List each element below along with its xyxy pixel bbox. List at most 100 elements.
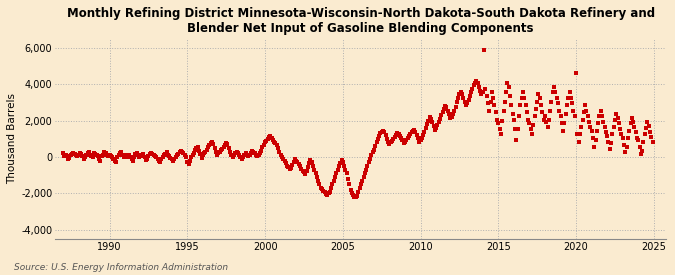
Point bbox=[373, 137, 383, 141]
Point bbox=[586, 128, 597, 133]
Point bbox=[635, 152, 646, 156]
Point bbox=[310, 171, 321, 175]
Point bbox=[101, 151, 111, 156]
Point bbox=[431, 126, 441, 130]
Point bbox=[638, 139, 649, 144]
Point bbox=[304, 161, 315, 166]
Point bbox=[551, 96, 562, 100]
Point bbox=[488, 96, 499, 100]
Point bbox=[366, 153, 377, 157]
Point bbox=[184, 158, 195, 163]
Point bbox=[265, 134, 275, 138]
Y-axis label: Thousand Barrels: Thousand Barrels bbox=[7, 93, 17, 184]
Point bbox=[405, 132, 416, 136]
Point bbox=[291, 158, 302, 163]
Point bbox=[129, 155, 140, 159]
Point bbox=[73, 153, 84, 157]
Point bbox=[306, 160, 317, 165]
Point bbox=[637, 148, 647, 153]
Point bbox=[77, 154, 88, 158]
Point bbox=[510, 127, 520, 131]
Point bbox=[363, 160, 374, 165]
Point bbox=[580, 103, 591, 108]
Point bbox=[181, 155, 192, 159]
Point bbox=[442, 108, 453, 113]
Point bbox=[152, 157, 163, 161]
Point bbox=[362, 164, 373, 168]
Point bbox=[618, 136, 628, 140]
Point bbox=[327, 182, 338, 186]
Point bbox=[263, 135, 274, 139]
Point bbox=[167, 158, 178, 163]
Point bbox=[356, 182, 367, 186]
Point bbox=[558, 128, 568, 133]
Point bbox=[217, 147, 227, 151]
Point bbox=[401, 138, 412, 142]
Point bbox=[170, 155, 181, 159]
Point bbox=[104, 153, 115, 157]
Point bbox=[353, 189, 364, 194]
Point bbox=[545, 108, 556, 113]
Point bbox=[643, 124, 654, 128]
Point bbox=[200, 149, 211, 154]
Point bbox=[464, 94, 475, 98]
Point bbox=[614, 121, 624, 126]
Point bbox=[462, 101, 472, 106]
Point bbox=[477, 90, 488, 95]
Point bbox=[610, 117, 620, 122]
Point bbox=[563, 96, 574, 100]
Point bbox=[450, 105, 461, 109]
Point bbox=[340, 167, 351, 172]
Point bbox=[468, 83, 479, 87]
Point bbox=[570, 70, 581, 75]
Point bbox=[284, 167, 295, 171]
Point bbox=[383, 140, 394, 145]
Point bbox=[459, 99, 470, 104]
Point bbox=[428, 124, 439, 128]
Point bbox=[119, 153, 130, 157]
Point bbox=[364, 157, 375, 161]
Point bbox=[497, 119, 508, 123]
Point bbox=[321, 192, 331, 196]
Point bbox=[489, 103, 500, 108]
Point bbox=[348, 193, 358, 197]
Point bbox=[483, 101, 493, 106]
Point bbox=[452, 99, 462, 104]
Point bbox=[543, 117, 554, 122]
Point bbox=[608, 125, 619, 129]
Point bbox=[318, 188, 329, 193]
Point bbox=[357, 178, 368, 183]
Point bbox=[290, 157, 300, 161]
Point bbox=[443, 112, 454, 117]
Point bbox=[302, 165, 313, 169]
Point bbox=[263, 137, 273, 141]
Point bbox=[99, 149, 110, 154]
Point bbox=[346, 191, 357, 196]
Point bbox=[144, 152, 155, 156]
Point bbox=[360, 171, 371, 175]
Point bbox=[536, 103, 547, 108]
Point bbox=[603, 139, 614, 144]
Point bbox=[633, 138, 644, 142]
Point bbox=[207, 139, 217, 144]
Point bbox=[515, 103, 526, 108]
Point bbox=[620, 150, 630, 155]
Point bbox=[218, 145, 229, 149]
Point bbox=[90, 152, 101, 156]
Point bbox=[470, 80, 481, 85]
Point bbox=[159, 153, 169, 157]
Point bbox=[301, 168, 312, 173]
Point bbox=[85, 153, 96, 157]
Point bbox=[414, 139, 425, 144]
Point bbox=[108, 157, 119, 161]
Point bbox=[215, 147, 226, 152]
Point bbox=[180, 153, 190, 157]
Point bbox=[182, 160, 193, 165]
Point bbox=[57, 151, 68, 156]
Point bbox=[495, 132, 506, 136]
Point bbox=[524, 121, 535, 126]
Point bbox=[514, 114, 524, 118]
Point bbox=[140, 158, 151, 162]
Point bbox=[59, 154, 70, 158]
Point bbox=[223, 146, 234, 150]
